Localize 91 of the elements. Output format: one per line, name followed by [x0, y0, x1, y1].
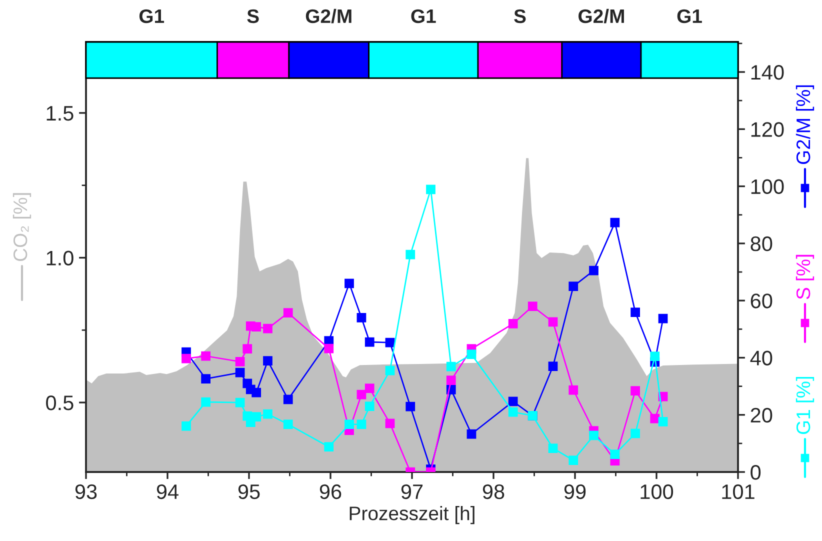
- point: [252, 388, 262, 398]
- y-tick-label: 1.5: [46, 106, 74, 121]
- y2-tick-label: 120: [751, 122, 784, 137]
- point: [235, 368, 245, 378]
- band-label: S: [514, 9, 526, 24]
- point: [252, 412, 262, 422]
- point: [344, 278, 354, 288]
- point: [182, 421, 191, 431]
- point: [263, 356, 272, 366]
- y2-tick-label: 20: [750, 408, 772, 423]
- point: [324, 442, 334, 452]
- y2-tick-label: 100: [751, 179, 784, 194]
- point: [252, 322, 262, 332]
- x-tick-label: 96: [320, 484, 342, 500]
- text: G1 [%]: [796, 376, 814, 434]
- band-label: S: [247, 9, 259, 24]
- text: CO₂ [%]: [12, 193, 32, 262]
- point: [658, 314, 668, 324]
- point: [263, 409, 272, 419]
- point: [568, 456, 578, 465]
- point: [446, 376, 456, 385]
- point: [548, 444, 558, 453]
- point: [406, 402, 416, 412]
- point: [385, 338, 395, 348]
- band-label: G2/M: [578, 8, 624, 24]
- x-tick-label: 97: [401, 484, 423, 500]
- point: [508, 407, 518, 417]
- point: [548, 362, 558, 371]
- y2-tick-label: 80: [750, 236, 772, 252]
- band-label: G1: [677, 9, 702, 24]
- point: [356, 390, 366, 400]
- point: [235, 357, 245, 366]
- point: [182, 354, 191, 364]
- x-tick-label: 93: [75, 484, 97, 500]
- x-tick-label: 94: [156, 484, 178, 500]
- point: [630, 428, 640, 438]
- point: [589, 266, 598, 276]
- point: [385, 366, 395, 376]
- point: [466, 350, 476, 359]
- point: [446, 362, 456, 372]
- band-label: G2/M: [306, 8, 352, 24]
- point: [610, 450, 620, 459]
- y-tick-label: 0.5: [46, 396, 74, 410]
- x-tick-label: 98: [482, 484, 504, 500]
- point: [548, 317, 558, 327]
- point: [283, 308, 293, 318]
- band-label: G1: [411, 9, 436, 24]
- band-label: G1: [139, 9, 164, 24]
- point: [201, 374, 210, 384]
- point: [385, 418, 395, 428]
- point: [528, 302, 538, 311]
- x-axis-title: Prozesszeit [h]: [350, 506, 474, 524]
- point: [242, 344, 252, 354]
- point: [630, 308, 640, 317]
- y2-tick-label: 140: [751, 65, 784, 80]
- point: [568, 282, 578, 291]
- text: G2/M [%]: [796, 85, 814, 164]
- point: [650, 414, 660, 424]
- point: [508, 319, 518, 328]
- point: [406, 250, 416, 260]
- point: [568, 385, 578, 395]
- point: [235, 398, 245, 408]
- y2-tick-label: 60: [750, 294, 772, 308]
- y2-tick-label: 40: [750, 350, 772, 366]
- text: S [%]: [796, 254, 814, 300]
- point: [356, 420, 366, 429]
- y2-tick-label: 0: [750, 465, 761, 480]
- point: [263, 324, 272, 334]
- y-tick-label: 1.0: [46, 250, 74, 266]
- point: [589, 430, 598, 440]
- point: [364, 402, 374, 411]
- point: [344, 420, 354, 429]
- point: [508, 396, 518, 406]
- point: [324, 344, 334, 354]
- x-tick-label: 101: [722, 484, 754, 500]
- point: [466, 429, 476, 439]
- point: [364, 384, 374, 393]
- point: [630, 386, 640, 396]
- point: [426, 184, 436, 194]
- point: [283, 394, 293, 404]
- point: [364, 337, 374, 347]
- x-tick-label: 100: [640, 484, 674, 500]
- x-tick-label: 95: [238, 484, 260, 500]
- point: [650, 352, 660, 361]
- point: [283, 420, 293, 429]
- point: [201, 351, 210, 361]
- point: [356, 313, 366, 322]
- point: [201, 397, 210, 407]
- point: [610, 218, 620, 228]
- x-tick-label: 99: [564, 484, 586, 500]
- point: [658, 417, 668, 426]
